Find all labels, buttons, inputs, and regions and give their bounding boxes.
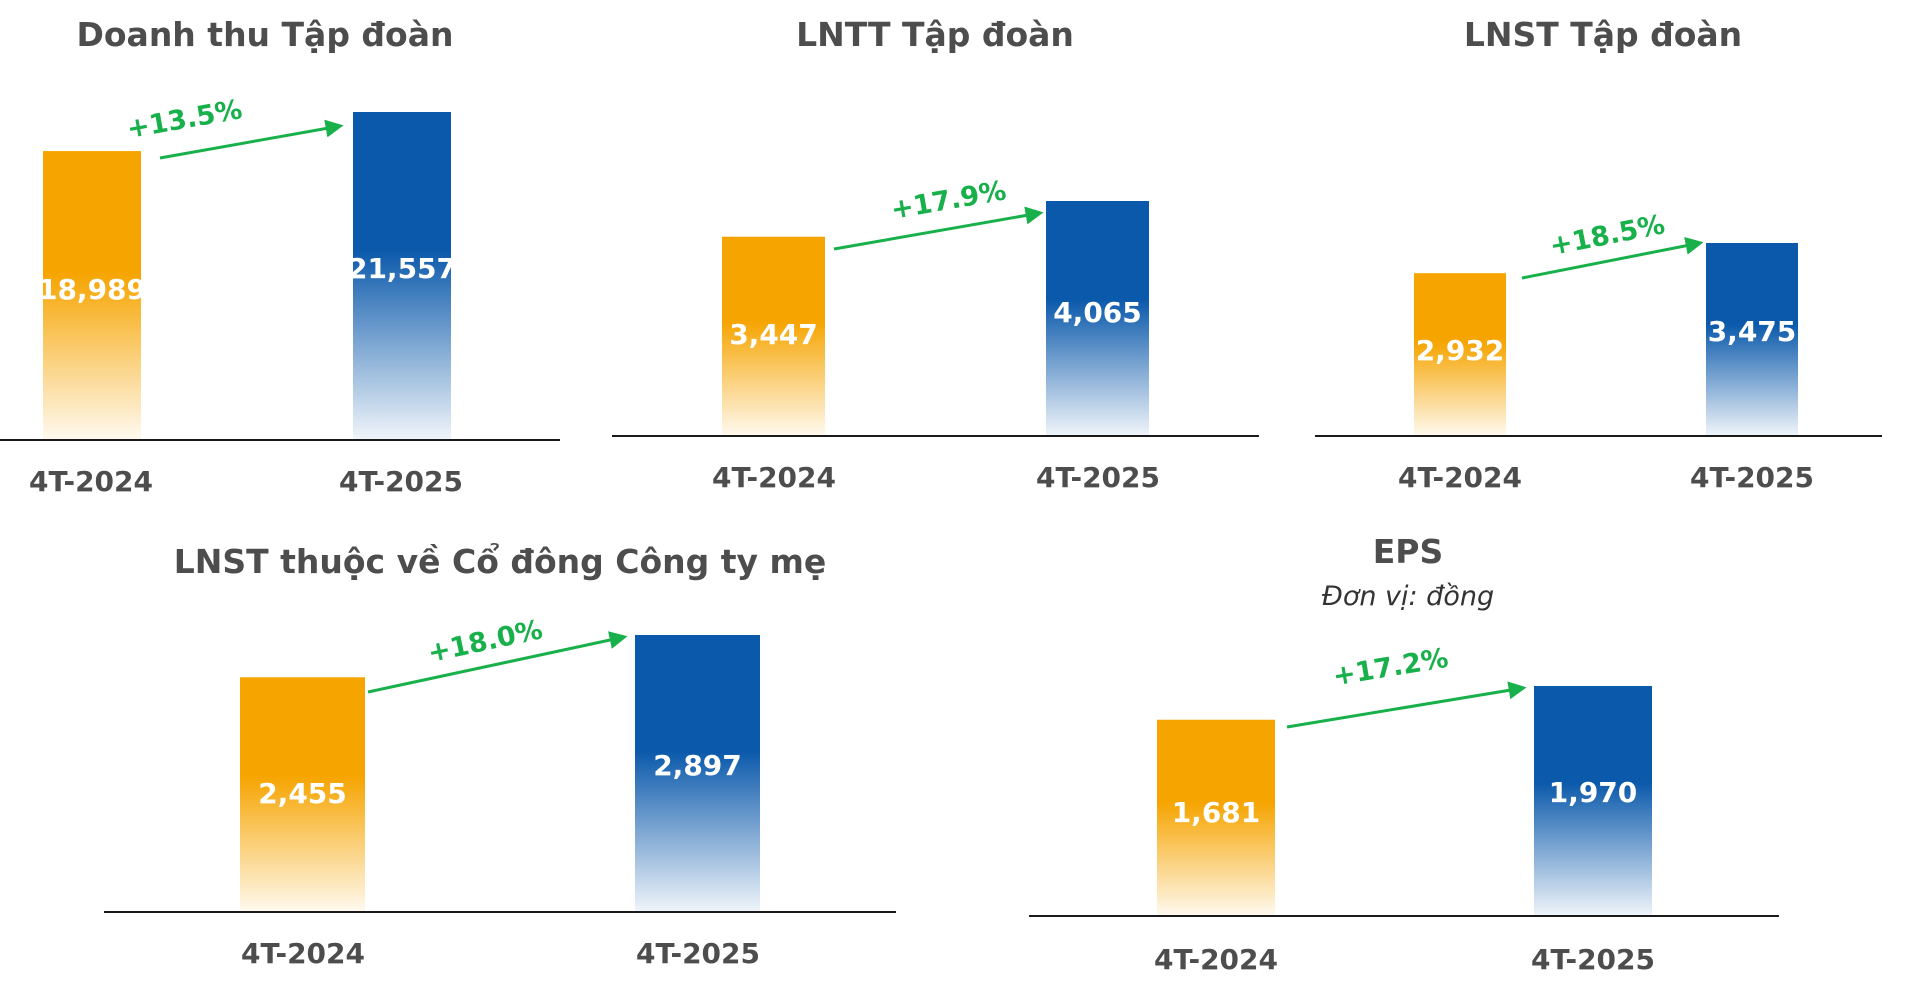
chart-panel: LNTT Tập đoàn 3,447 4T-2024 4,065 4T-2025 +17… <box>612 15 1259 494</box>
chart-panel: LNST Tập đoàn2,9324T-20243,4754T-2025+18… <box>1315 15 1882 494</box>
bar-value-label: 1,681 <box>1172 796 1261 829</box>
bar-value-label: 3,447 <box>729 318 818 351</box>
bar-value-label: 2,897 <box>653 749 742 782</box>
growth-label: +18.0% <box>425 614 545 669</box>
bar-4t-2025 <box>635 635 760 912</box>
chart-panel: EPS Đơn vị: đồng 1,681 4T-2024 1,970 4T-2025 +… <box>1029 532 1779 976</box>
bar-4t-2025 <box>1046 201 1149 436</box>
bar-value-label: 4,065 <box>1053 296 1142 329</box>
category-label: 4T-2025 <box>1531 943 1655 976</box>
category-label: 4T-2025 <box>1036 461 1160 494</box>
growth-arrow <box>367 631 628 694</box>
category-label: 4T-2024 <box>241 937 365 970</box>
growth-arrow <box>1521 236 1704 280</box>
bar-4t-2025 <box>1534 686 1652 916</box>
chart-title: LNST Tập đoàn <box>1464 15 1742 54</box>
growth-label: +17.9% <box>889 175 1009 226</box>
bar-value-label: 18,989 <box>38 273 146 306</box>
category-label: 4T-2024 <box>29 465 153 498</box>
chart-panel: Doanh thu Tập đoàn 18,989 4T-2024 21,557 4T-… <box>0 15 560 498</box>
category-label: 4T-2025 <box>339 465 463 498</box>
chart-subtitle: Đơn vị: đồng <box>1322 581 1494 612</box>
bar-4t-2024 <box>240 677 365 912</box>
growth-label: +17.2% <box>1331 643 1451 693</box>
chart-title: LNST thuộc về Cổ đông Công ty mẹ <box>174 541 827 581</box>
chart-title: EPS <box>1373 532 1444 571</box>
category-label: 4T-2024 <box>1154 943 1278 976</box>
bar-4t-2024 <box>722 236 825 436</box>
chart-panel: LNST thuộc về Cổ đông Công ty mẹ 2,455 4T-… <box>104 541 896 970</box>
bar-4t-2024 <box>43 151 141 440</box>
chart-title: Doanh thu Tập đoàn <box>76 15 453 54</box>
bar-value-label: 2,455 <box>258 777 347 810</box>
growth-label: +13.5% <box>125 94 245 145</box>
growth-arrow <box>833 206 1044 251</box>
chart-title: LNTT Tập đoàn <box>796 15 1074 54</box>
category-label: 4T-2025 <box>1690 461 1814 494</box>
bar-4t-2025 <box>353 112 451 440</box>
growth-arrow <box>1286 681 1527 729</box>
bar-value-label: 2,932 <box>1416 334 1505 367</box>
category-label: 4T-2025 <box>636 937 760 970</box>
bar-4t-2024 <box>1157 719 1275 916</box>
category-label: 4T-2024 <box>1398 461 1522 494</box>
bar-4t-2025 <box>1706 243 1798 436</box>
bar-4t-2024 <box>1414 273 1506 436</box>
bar-value-label: 1,970 <box>1549 776 1638 809</box>
category-label: 4T-2024 <box>712 461 836 494</box>
bar-value-label: 3,475 <box>1708 315 1797 348</box>
bar-value-label: 21,557 <box>348 252 456 285</box>
growth-arrow <box>159 119 344 160</box>
